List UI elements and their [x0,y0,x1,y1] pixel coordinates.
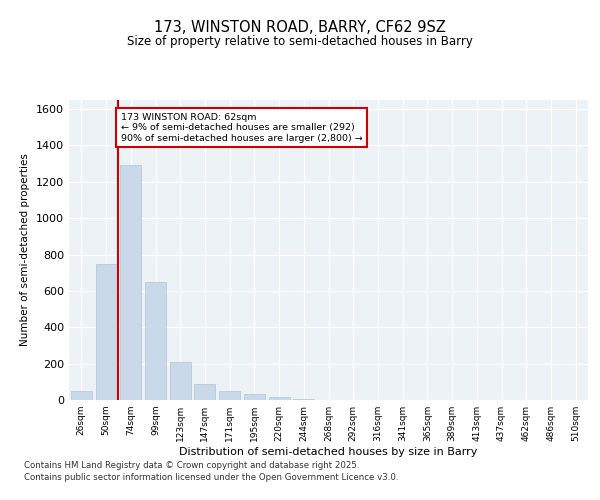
Text: Size of property relative to semi-detached houses in Barry: Size of property relative to semi-detach… [127,34,473,48]
Bar [95,264,116,400]
Bar [170,362,191,400]
Y-axis label: Number of semi-detached properties: Number of semi-detached properties [20,154,31,346]
Bar [293,399,314,400]
Bar [244,394,265,400]
Text: 173 WINSTON ROAD: 62sqm
← 9% of semi-detached houses are smaller (292)
90% of se: 173 WINSTON ROAD: 62sqm ← 9% of semi-det… [121,112,362,142]
Text: Contains public sector information licensed under the Open Government Licence v3: Contains public sector information licen… [24,473,398,482]
X-axis label: Distribution of semi-detached houses by size in Barry: Distribution of semi-detached houses by … [179,447,478,457]
Bar [120,166,141,400]
Bar [269,396,290,400]
Text: 173, WINSTON ROAD, BARRY, CF62 9SZ: 173, WINSTON ROAD, BARRY, CF62 9SZ [154,20,446,35]
Bar [71,391,92,400]
Bar [194,384,215,400]
Text: Contains HM Land Registry data © Crown copyright and database right 2025.: Contains HM Land Registry data © Crown c… [24,462,359,470]
Bar [145,282,166,400]
Bar [219,391,240,400]
